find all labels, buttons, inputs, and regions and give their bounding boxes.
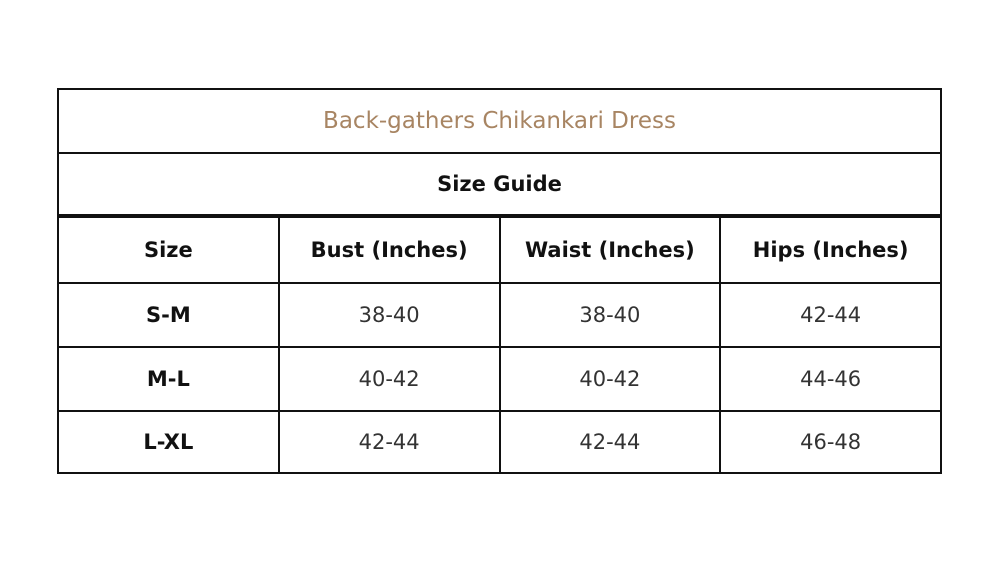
table-row: S-M 38-40 38-40 42-44 [59, 282, 940, 346]
table-row: L-XL 42-44 42-44 46-48 [59, 410, 940, 472]
bust-cell: 38-40 [277, 284, 499, 346]
waist-cell: 42-44 [498, 412, 720, 472]
title-row: Back-gathers Chikankari Dress [59, 90, 940, 152]
bust-cell: 40-42 [277, 348, 499, 410]
size-guide-heading: Size Guide [437, 172, 562, 196]
waist-cell: 38-40 [498, 284, 720, 346]
subtitle-row: Size Guide [59, 152, 940, 218]
size-cell: M-L [146, 367, 190, 391]
header-bust: Bust (Inches) [277, 218, 499, 282]
product-title: Back-gathers Chikankari Dress [323, 108, 676, 134]
header-row: Size Bust (Inches) Waist (Inches) Hips (… [59, 218, 940, 282]
table-row: M-L 40-42 40-42 44-46 [59, 346, 940, 410]
header-hips: Hips (Inches) [719, 218, 940, 282]
waist-cell: 40-42 [498, 348, 720, 410]
size-cell: S-M [146, 303, 191, 327]
header-size: Size [143, 238, 193, 262]
size-guide-table: Back-gathers Chikankari Dress Size Guide… [57, 88, 942, 474]
bust-cell: 42-44 [277, 412, 499, 472]
header-waist: Waist (Inches) [498, 218, 720, 282]
hips-cell: 42-44 [719, 284, 940, 346]
hips-cell: 44-46 [719, 348, 940, 410]
size-cell: L-XL [143, 430, 194, 454]
hips-cell: 46-48 [719, 412, 940, 472]
